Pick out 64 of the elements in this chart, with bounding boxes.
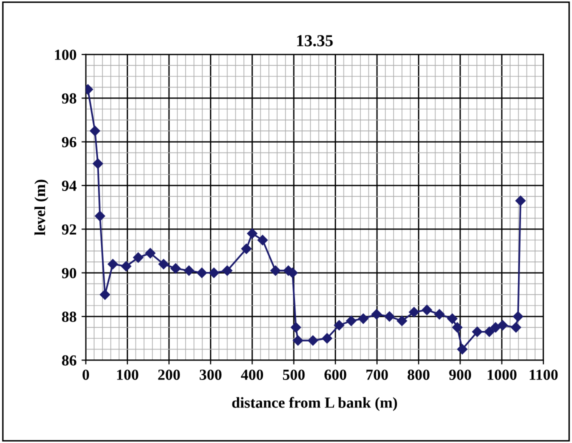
point bbox=[490, 322, 501, 333]
x-tick-label: 0 bbox=[82, 370, 90, 380]
point bbox=[247, 228, 258, 239]
point bbox=[408, 307, 420, 318]
point bbox=[145, 248, 156, 258]
y-tick-label: 98 bbox=[62, 93, 76, 104]
x-tick-label: 200 bbox=[158, 370, 180, 380]
point bbox=[484, 326, 494, 337]
x-tick-label: 100 bbox=[117, 370, 138, 380]
y-tick-label: 90 bbox=[62, 268, 76, 278]
point bbox=[510, 322, 522, 333]
point bbox=[292, 335, 304, 346]
point bbox=[92, 158, 103, 169]
point bbox=[308, 335, 318, 346]
point bbox=[270, 266, 281, 276]
point bbox=[358, 314, 368, 324]
point bbox=[158, 258, 169, 270]
y-axis-title: level (m) bbox=[34, 180, 48, 236]
point bbox=[257, 234, 268, 246]
x-tick-label: 400 bbox=[240, 370, 264, 380]
x-tick-label: 800 bbox=[408, 370, 430, 380]
x-tick-label: 600 bbox=[324, 370, 346, 380]
point bbox=[457, 344, 468, 354]
point bbox=[94, 210, 106, 222]
point bbox=[346, 316, 356, 326]
y-tick-label: 100 bbox=[55, 50, 76, 60]
point bbox=[512, 311, 524, 322]
point bbox=[396, 316, 408, 326]
y-tick-label: 94 bbox=[62, 180, 76, 191]
point bbox=[170, 263, 181, 274]
point bbox=[447, 314, 458, 324]
point bbox=[334, 320, 344, 330]
y-tick-label: 88 bbox=[62, 312, 76, 322]
point bbox=[472, 326, 482, 337]
point bbox=[241, 244, 252, 254]
point bbox=[371, 309, 382, 320]
y-tick-label: 86 bbox=[62, 355, 76, 366]
x-tick-label: 1000 bbox=[488, 370, 516, 380]
y-tick-label: 96 bbox=[62, 137, 76, 148]
x-tick-label: 300 bbox=[200, 370, 222, 380]
point bbox=[498, 320, 508, 330]
point bbox=[222, 266, 232, 276]
point bbox=[452, 322, 462, 333]
chart-title: 13.35 bbox=[297, 35, 333, 46]
point bbox=[208, 268, 220, 278]
point bbox=[422, 304, 432, 316]
x-tick-label: 1100 bbox=[530, 370, 558, 380]
point bbox=[100, 290, 110, 300]
point bbox=[384, 311, 395, 322]
x-axis-title: distance from L bank (m) bbox=[232, 396, 397, 411]
point bbox=[434, 309, 445, 320]
point bbox=[184, 266, 194, 276]
x-tick-label: 500 bbox=[282, 370, 305, 380]
y-tick-label: 92 bbox=[62, 224, 76, 235]
point bbox=[515, 196, 526, 206]
x-tick-label: 700 bbox=[366, 370, 388, 380]
point bbox=[90, 126, 100, 136]
point bbox=[290, 322, 301, 333]
point bbox=[196, 268, 207, 278]
point bbox=[322, 333, 332, 344]
x-tick-label: 900 bbox=[449, 370, 472, 380]
point bbox=[121, 261, 132, 272]
point bbox=[133, 252, 144, 263]
point bbox=[108, 258, 118, 270]
